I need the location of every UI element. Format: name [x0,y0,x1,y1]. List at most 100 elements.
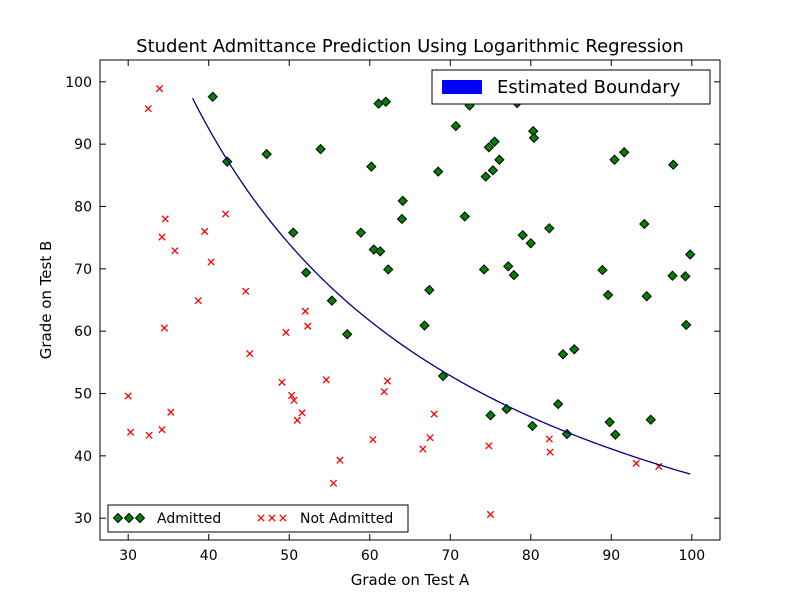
not-admitted-point [293,416,301,424]
admitted-point [609,154,620,165]
admitted-point [685,249,696,260]
not-admitted-point [486,510,495,519]
y-tick-label: 60 [74,324,92,340]
not-admitted-point [545,435,553,443]
legend-not-admitted-marker-glyph [268,514,276,522]
admitted-point [478,264,490,275]
y-tick-label: 30 [74,511,92,527]
admitted-point [544,223,555,234]
x-tick-label: 100 [678,548,705,564]
legend-not-admitted-marker [257,514,287,522]
legend-admitted-marker-glyph [123,512,135,524]
admitted-point [480,171,491,182]
plot-background [100,60,720,540]
not-admitted-point [301,307,309,315]
x-axis-ticks: 30 40 50 60 70 80 90 100 [119,60,705,564]
admitted-point [610,429,621,440]
x-tick-label: 40 [200,548,218,564]
x-tick-label: 30 [119,548,137,564]
not-admitted-point [126,428,135,436]
x-tick-label: 50 [280,548,298,564]
x-tick-label: 60 [361,548,379,564]
not-admitted-point [246,349,254,358]
admitted-point [680,319,692,331]
admitted-point [645,414,656,425]
plot-frame [99,59,721,541]
admitted-point [437,370,449,382]
admitted-point [300,267,312,278]
not-admitted-point [221,210,230,218]
admitted-point [527,420,538,432]
not-admitted-point [124,392,132,400]
admitted-point [432,166,444,177]
y-tick-label: 40 [74,449,92,465]
not-admitted-point [430,410,438,418]
admitted-point [355,227,367,238]
admitted-point [602,289,614,301]
admitted-point [326,295,338,306]
not-admitted-point [201,227,209,236]
x-tick-label: 70 [441,548,459,564]
admitted-point [503,261,514,272]
legend-admitted-marker-glyph [134,512,146,524]
admitted-point [483,142,495,153]
not-admitted-point [158,233,166,241]
not-admitted-point [485,442,493,450]
not-admitted-point [336,456,344,464]
y-tick-label: 80 [74,199,92,215]
not-admitted-point [282,328,290,337]
boundary-legend-swatch [442,80,482,94]
not-admitted-point [161,215,169,223]
admitted-point [315,143,326,155]
not-admitted-point [160,324,169,332]
admitted-point [668,159,679,170]
not-admitted-point [546,448,554,456]
y-tick-label: 90 [74,137,92,153]
x-axis-label: Grade on Test A [351,571,470,589]
not-admitted-points [124,85,663,519]
y-tick-label: 50 [74,387,92,403]
not-admitted-point [426,434,434,442]
admitted-point [494,154,505,165]
admitted-point [419,320,430,331]
admitted-point [552,398,564,410]
admitted-point [383,264,394,275]
legend-admitted-marker [112,512,146,524]
not-admitted-point [194,296,202,305]
legend-admitted-label: Admitted [157,511,221,527]
not-admitted-point [278,378,286,386]
x-tick-label: 80 [522,548,540,564]
admitted-point [487,165,499,176]
chart-title: Student Admittance Prediction Using Loga… [136,36,684,57]
admitted-point [489,136,500,147]
legend-not-admitted-marker-glyph [257,514,265,522]
not-admitted-point [329,479,338,487]
admitted-point [618,147,630,158]
legend-admitted-marker-glyph [112,512,124,524]
not-admitted-point [145,431,153,439]
legend-not-admitted-marker-glyph [279,514,287,522]
not-admitted-point [167,408,175,416]
legend-points-box [107,504,409,533]
admitted-point [569,344,580,355]
legend-boundary-label: Estimated Boundary [497,77,681,98]
admitted-point [375,246,386,257]
not-admitted-point [290,396,298,405]
not-admitted-point [369,435,377,444]
not-admitted-point [298,409,306,417]
legend-boundary: Estimated Boundary [431,69,711,105]
not-admitted-point [383,377,392,385]
not-admitted-point [155,85,164,93]
not-admitted-point [158,426,166,434]
admitted-point [397,195,408,207]
not-admitted-point [207,258,215,266]
admitted-point [261,148,272,160]
legend-not-admitted-label: Not Admitted [300,511,393,527]
admitted-point [680,271,691,282]
not-admitted-point [287,391,296,400]
admitted-point [557,349,569,360]
admitted-point [450,120,462,132]
admitted-point [641,291,652,302]
admitted-point [604,416,615,428]
not-admitted-point [380,387,388,396]
